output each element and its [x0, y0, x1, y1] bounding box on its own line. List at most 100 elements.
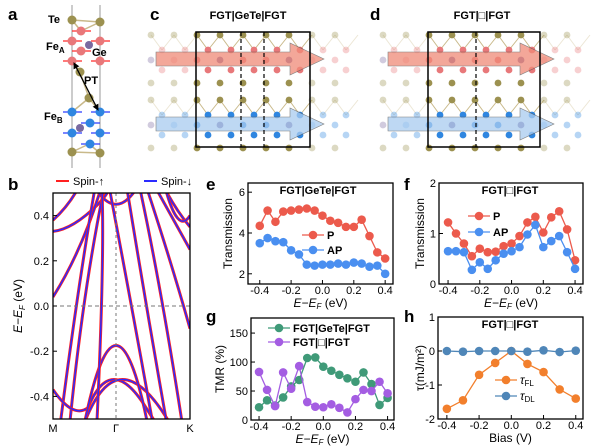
atom-label-feb: FeB: [44, 111, 63, 125]
plot-frame: [437, 316, 584, 420]
data-point: [515, 231, 524, 241]
legend: P AP: [302, 230, 342, 257]
bond: [566, 99, 579, 116]
chart-e: -0.4 -0.2 0.0 0.2 0.4 2 4 6 FGT|GeTe|FGT E−EF (eV…: [221, 182, 394, 311]
te-atom: [170, 79, 178, 87]
x-tick-label: 0.4: [378, 285, 393, 297]
fe-atom: [459, 66, 467, 74]
legend-marker: [501, 375, 511, 385]
data-point: [262, 395, 272, 405]
te-atom: [425, 79, 433, 87]
data-point: [451, 229, 461, 238]
data-point: [286, 384, 296, 394]
data-point: [294, 250, 304, 259]
data-point: [263, 233, 272, 243]
te-atom: [216, 79, 224, 87]
te-atom: [517, 144, 525, 152]
data-point: [499, 241, 508, 251]
data-point: [278, 368, 288, 377]
transport-arrow-icon: [155, 42, 325, 76]
fe-atom: [158, 131, 166, 139]
spin-down-band: [53, 193, 108, 233]
data-point: [539, 242, 548, 252]
legend-marker: [274, 337, 284, 347]
data-point: [474, 346, 484, 356]
x-axis-label-unit: (eV): [321, 296, 347, 310]
series-0: [255, 204, 390, 263]
fe-atom: [574, 131, 582, 139]
x-tick-label: -0.2: [282, 285, 301, 297]
fe-atom: [227, 46, 235, 54]
te-atom: [285, 31, 293, 39]
bond: [566, 34, 579, 51]
data-point: [302, 353, 312, 363]
data-point: [278, 207, 288, 216]
te-atom: [494, 31, 502, 39]
spin-up-band: [53, 193, 109, 233]
x-axis-label-main: E−E: [484, 296, 508, 310]
te-atom: [402, 96, 410, 104]
fe-a-atom: [76, 26, 86, 36]
fe-atom: [204, 46, 212, 54]
fe-atom: [551, 66, 559, 74]
fe-atom: [342, 131, 350, 139]
y-tick-label: 2: [239, 269, 245, 281]
x-axis-label-sub: F: [317, 302, 323, 311]
y-axis-label: τ(mJ/m²): [413, 345, 427, 391]
te-atom: [285, 79, 293, 87]
te-atom: [216, 96, 224, 104]
data-point: [327, 366, 336, 376]
te-atom: [517, 31, 525, 39]
y-tick-label: 1: [430, 229, 436, 241]
legend-label: FGT|□|FGT: [293, 337, 350, 349]
data-point: [373, 261, 382, 270]
x-axis-label-unit: (eV): [323, 432, 349, 446]
te-atom: [563, 144, 571, 152]
te-atom: [147, 79, 155, 87]
fe-atom: [551, 46, 559, 54]
data-point: [373, 248, 382, 257]
band-structure-chart: -0.4 -0.2 0.0 0.2 0.4 M Γ K E−EF (eV) Spin-↑ Spin-…: [11, 176, 194, 435]
x-tick-label: 0.2: [346, 285, 361, 297]
chart-title: FGT|GeTe|FGT: [280, 185, 357, 197]
fe-atom: [147, 121, 155, 129]
data-point: [302, 204, 312, 213]
te-atom: [517, 96, 525, 104]
data-point: [349, 258, 359, 267]
data-point: [443, 246, 453, 256]
fe-atom: [204, 131, 212, 139]
fe-atom: [181, 66, 189, 74]
spin-down-band: [96, 193, 104, 419]
x-tick-label: -0.4: [439, 285, 458, 297]
plot-frame: [247, 182, 394, 285]
data-point: [310, 402, 320, 411]
fe-a-atom: [95, 36, 105, 46]
fe-atom: [158, 46, 166, 54]
y-tick-label: 50: [236, 386, 248, 398]
data-point: [475, 257, 485, 267]
y-tick-label: -0.2: [30, 346, 49, 358]
fe-atom: [551, 131, 559, 139]
y-axis-label-sub: F: [18, 304, 27, 310]
bond: [577, 99, 591, 116]
fe-a-atom: [67, 36, 77, 46]
y-axis-label-main: E−E: [11, 309, 25, 333]
data-point: [571, 394, 581, 403]
data-point: [341, 260, 351, 269]
legend-label-main: τ: [520, 373, 526, 387]
data-point: [294, 205, 304, 214]
data-point: [325, 260, 335, 269]
te-atom: [563, 96, 571, 104]
data-point: [531, 212, 540, 222]
data-point: [357, 215, 366, 225]
data-point: [555, 385, 564, 394]
fe-atom: [158, 66, 166, 74]
data-point: [546, 236, 556, 246]
fe-atom: [273, 131, 281, 139]
bond: [161, 34, 175, 51]
data-point: [491, 247, 500, 256]
data-point: [351, 377, 360, 387]
te-atom: [285, 96, 293, 104]
data-point: [459, 247, 469, 257]
